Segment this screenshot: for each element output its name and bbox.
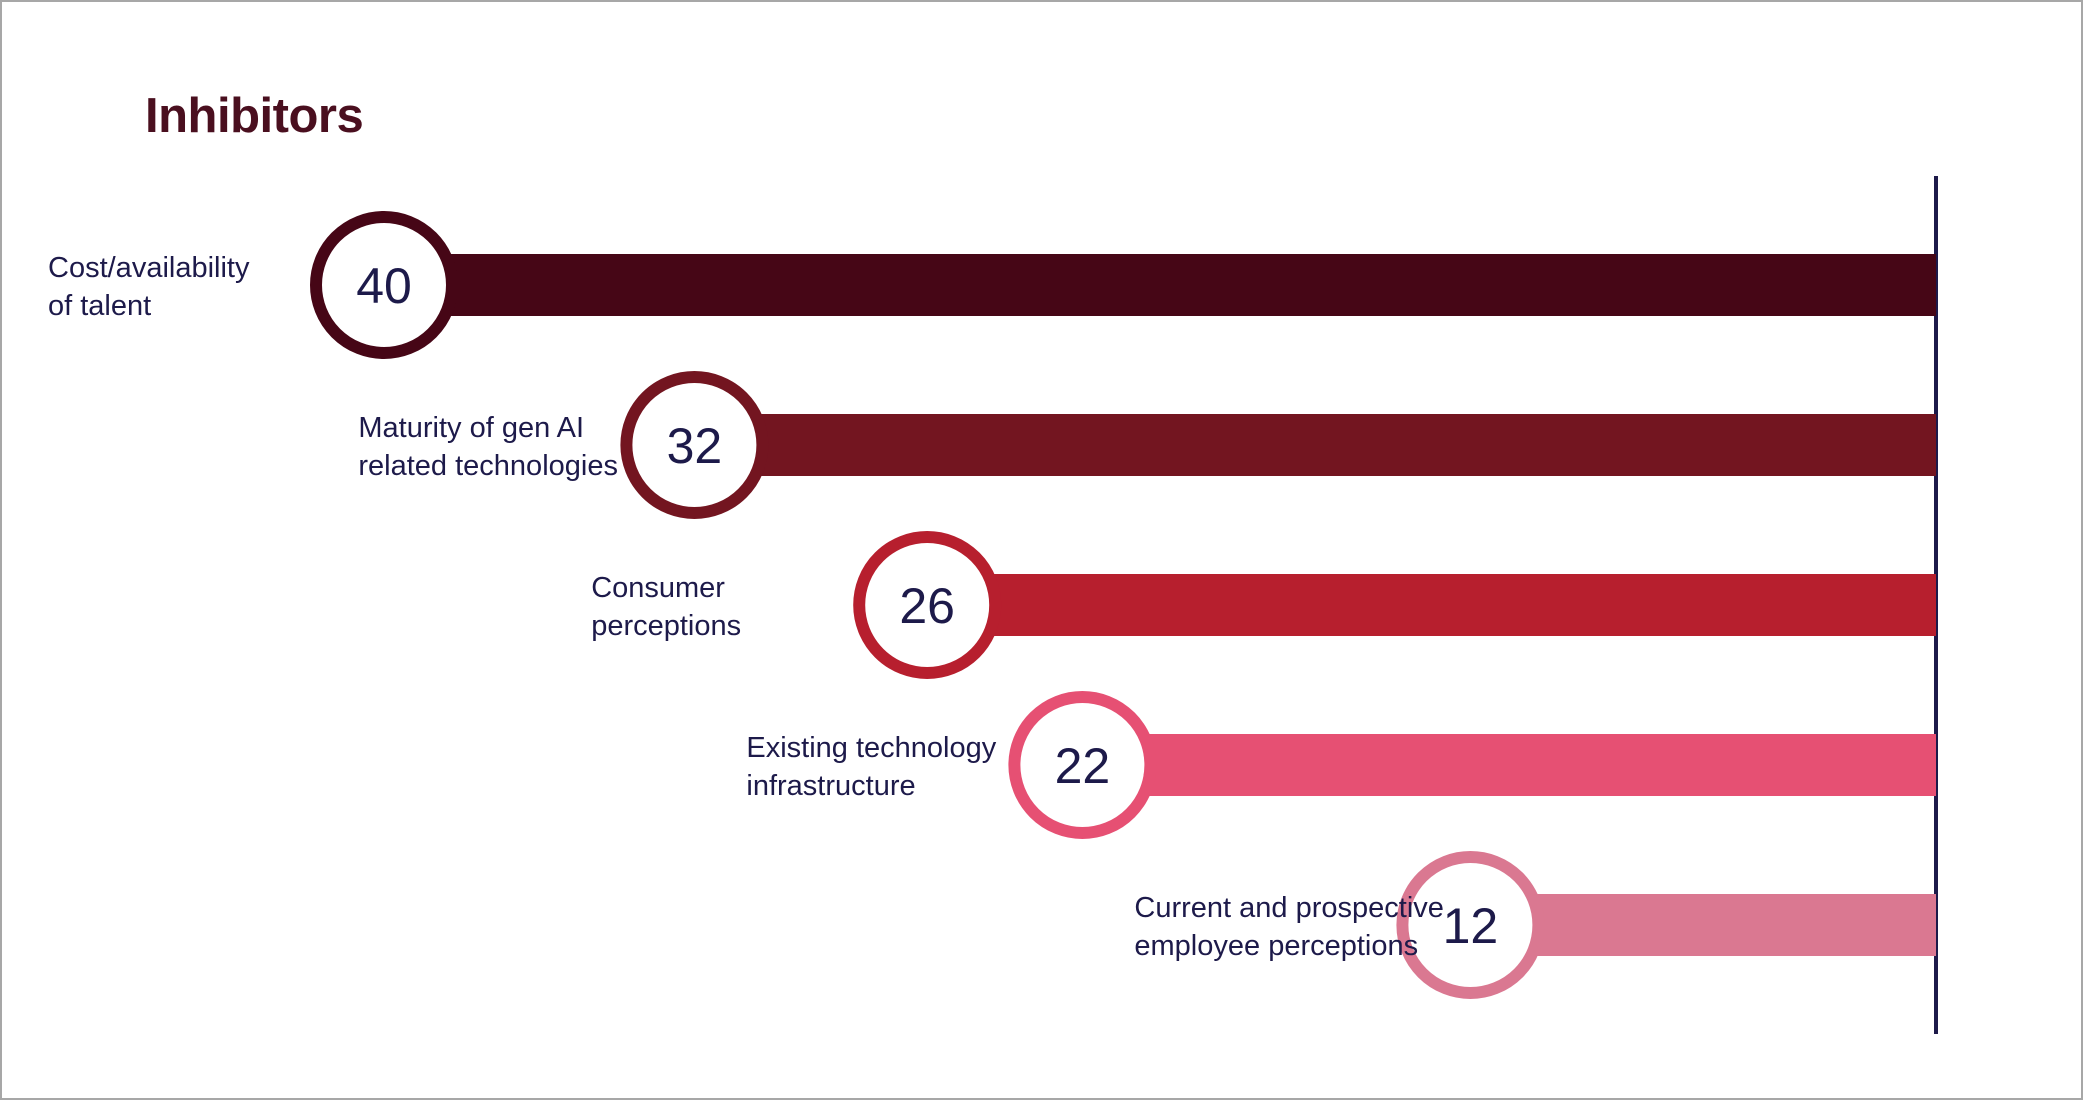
category-label: of talent [48, 290, 151, 322]
category-label: Existing technology [746, 732, 996, 764]
category-label: related technologies [358, 450, 618, 482]
bar-marker-circle [1008, 691, 1157, 839]
category-label: Cost/availability [48, 252, 250, 284]
data-label: 26 [899, 578, 955, 634]
data-label: 32 [667, 418, 723, 474]
bar-marker-circle [1396, 851, 1545, 999]
category-label: Current and prospective [1134, 892, 1444, 924]
bar [927, 574, 1936, 636]
data-label: 22 [1055, 738, 1111, 794]
bar [1470, 894, 1936, 956]
bar [384, 254, 1936, 316]
data-label: 12 [1443, 898, 1499, 954]
bar-marker-circle [620, 371, 769, 519]
bar-marker-circle [853, 531, 1002, 679]
category-label: perceptions [591, 610, 741, 642]
data-label: 40 [356, 258, 412, 314]
category-label: infrastructure [746, 770, 915, 802]
chart-title: Inhibitors [145, 89, 364, 143]
bar [1082, 734, 1936, 796]
bar [694, 414, 1936, 476]
category-label: employee perceptions [1134, 930, 1418, 962]
category-label: Consumer [591, 572, 725, 604]
bar-marker-circle [310, 211, 458, 359]
category-label: Maturity of gen AI [358, 412, 584, 444]
